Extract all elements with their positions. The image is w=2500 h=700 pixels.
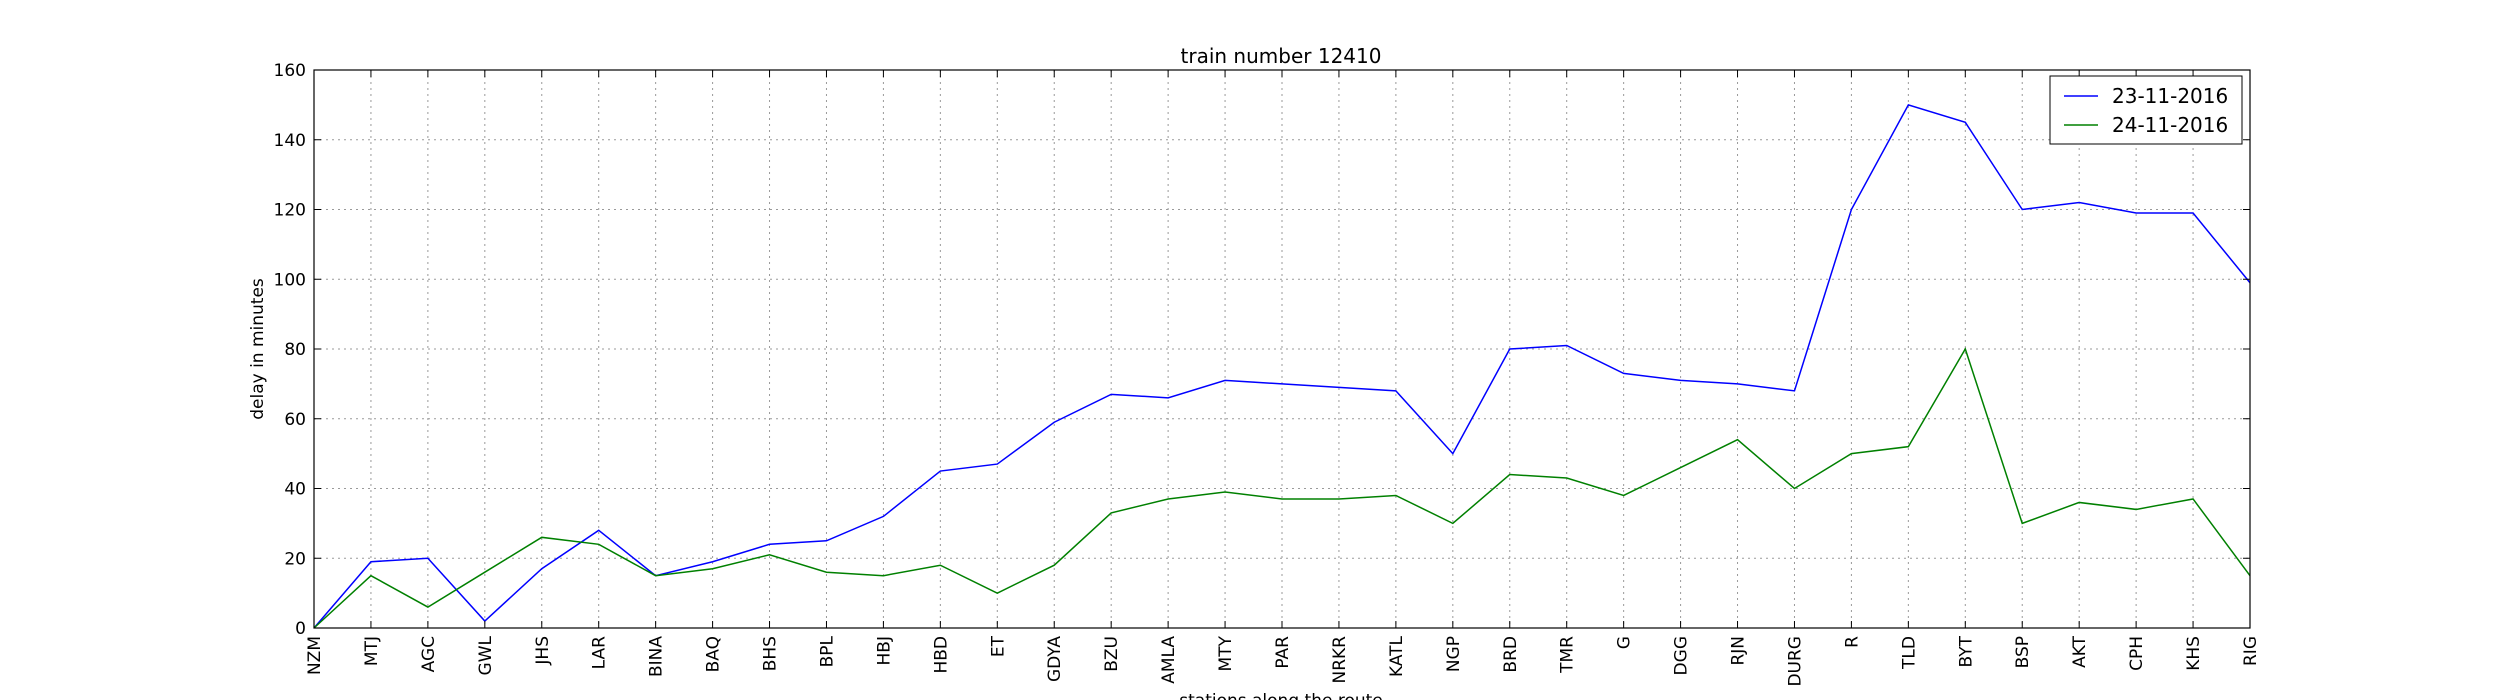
series-lines (313, 103, 2251, 629)
y-axis-label: delay in minutes (248, 278, 268, 420)
chart-title: train number 12410 (1181, 44, 1382, 68)
x-tick-label: BHS (761, 636, 781, 671)
x-tick-label: BYT (1956, 635, 1976, 667)
x-tick-label: NZM (305, 636, 325, 675)
y-axis-ticks: 0 20 40 60 80 100 120 140 160 (274, 61, 2250, 639)
x-tick-label: ET (988, 635, 1008, 657)
y-tick-label: 80 (284, 340, 306, 360)
x-tick-label: KHS (2184, 636, 2204, 671)
x-tick-label: DURG (1785, 636, 1805, 687)
x-axis-ticks: NZM MTJ AGC GWL JHS LAR BINA BAQ BHS BPL HBJ HBD ET G… (305, 70, 2261, 687)
x-tick-label: RIG (2241, 636, 2261, 666)
x-tick-label: MTJ (362, 636, 382, 666)
x-tick-label: NRKR (1330, 636, 1350, 684)
x-tick-label: NGP (1444, 636, 1464, 672)
x-tick-label: CPH (2127, 636, 2147, 671)
x-tick-label: GDYA (1045, 636, 1065, 682)
y-tick-label: 20 (284, 549, 306, 569)
legend: 23-11-2016 24-11-2016 (2049, 75, 2243, 145)
x-tick-label: RJN (1729, 636, 1749, 666)
x-tick-label: R (1842, 636, 1862, 648)
legend-label-series-1: 23-11-2016 (2112, 84, 2228, 108)
x-tick-label: PAR (1273, 636, 1293, 669)
x-tick-label: AGC (419, 636, 439, 672)
x-tick-label: AMLA (1159, 636, 1179, 684)
x-tick-label: BAQ (704, 636, 724, 672)
x-tick-label: BRD (1501, 636, 1521, 673)
legend-box (2049, 75, 2243, 145)
x-tick-label: BPL (817, 635, 837, 667)
x-tick-label: TMR (1558, 636, 1578, 674)
x-tick-label: BSP (2013, 636, 2033, 668)
legend-label-series-2: 24-11-2016 (2112, 113, 2228, 137)
series-line-1 (313, 103, 2251, 629)
x-tick-label: GWL (476, 635, 496, 675)
x-tick-label: DGG (1672, 636, 1692, 675)
y-tick-label: 140 (274, 131, 306, 151)
series-line-2 (313, 347, 2251, 629)
x-tick-label: TLD (1899, 636, 1919, 670)
x-tick-label: JHS (533, 636, 553, 666)
x-tick-label: AKT (2070, 635, 2090, 667)
x-axis-label: stations along the route (1179, 691, 1383, 700)
x-tick-label: HBJ (874, 636, 894, 665)
x-tick-label: LAR (590, 636, 610, 669)
x-tick-label: HBD (931, 636, 951, 674)
x-tick-label: BINA (647, 636, 667, 677)
x-tick-label: KATL (1387, 635, 1407, 677)
y-tick-label: 160 (274, 61, 306, 81)
x-tick-label: BZU (1102, 636, 1122, 672)
y-tick-label: 40 (284, 480, 306, 500)
x-tick-label: MTY (1216, 635, 1236, 671)
grid (314, 70, 2250, 628)
y-tick-label: 0 (295, 619, 306, 639)
x-tick-label: G (1615, 636, 1635, 649)
y-tick-label: 100 (274, 270, 306, 290)
y-tick-label: 120 (274, 201, 306, 221)
y-tick-label: 60 (284, 410, 306, 430)
